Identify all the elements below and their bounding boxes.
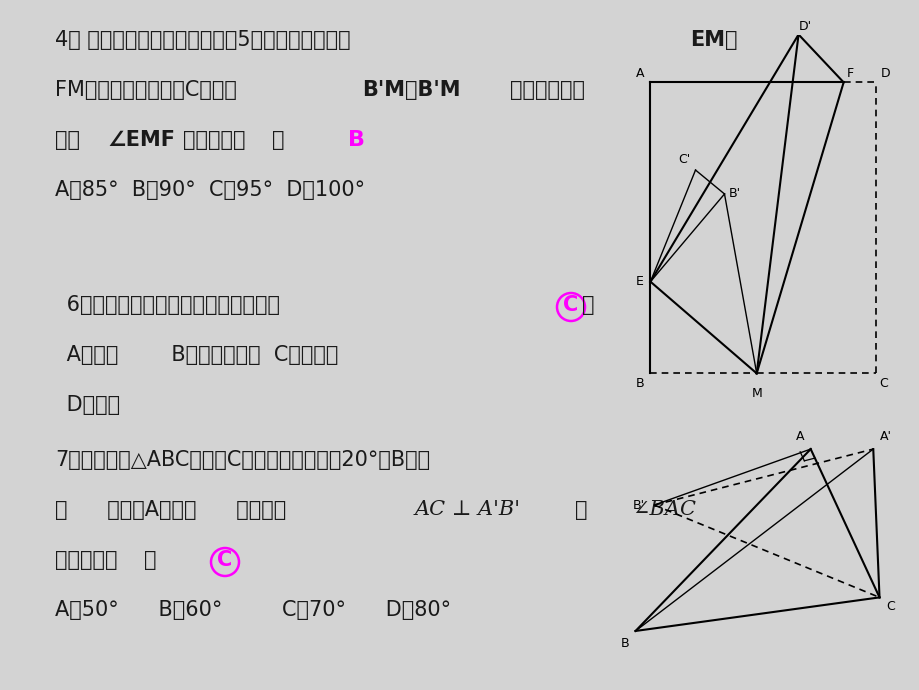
Text: FM为折痕，折叠后的C点落在: FM为折痕，折叠后的C点落在 — [55, 80, 236, 100]
Text: C: C — [217, 550, 232, 570]
Text: A．85°  B．90°  C．95°  D．100°: A．85° B．90° C．95° D．100° — [55, 180, 365, 200]
Text: AC ⊥ A'B': AC ⊥ A'B' — [414, 500, 520, 519]
Text: 的度数是（    ）: 的度数是（ ） — [55, 550, 156, 570]
Text: F: F — [846, 68, 853, 80]
Text: A: A — [635, 68, 643, 80]
Text: C: C — [562, 295, 578, 315]
Text: 6．下列图形中对称轴条数最多的是（: 6．下列图形中对称轴条数最多的是（ — [60, 295, 279, 315]
Text: 在      位置，A点落在      位置，若: 在 位置，A点落在 位置，若 — [55, 500, 286, 520]
Text: C': C' — [677, 153, 690, 166]
Text: 那么: 那么 — [55, 130, 80, 150]
Text: A．50°      B．60°         C．70°      D．80°: A．50° B．60° C．70° D．80° — [55, 600, 450, 620]
Text: A': A' — [879, 431, 891, 444]
Text: ∠EMF: ∠EMF — [107, 130, 175, 150]
Text: 4、 把一张长方形的纸片按如图5所示的方式折叠，: 4、 把一张长方形的纸片按如图5所示的方式折叠， — [55, 30, 350, 50]
Text: 的度数是（    ）: 的度数是（ ） — [183, 130, 284, 150]
Text: EM、: EM、 — [689, 30, 737, 50]
Text: D': D' — [798, 19, 811, 32]
Text: 的延长线上，: 的延长线上， — [509, 80, 584, 100]
Text: B: B — [347, 130, 365, 150]
Text: ）: ） — [582, 295, 594, 315]
Text: B'M或B'M: B'M或B'M — [361, 80, 460, 100]
Text: C: C — [879, 377, 887, 391]
Text: B: B — [635, 377, 643, 391]
Text: D: D — [879, 68, 890, 80]
Text: 则: 则 — [574, 500, 587, 520]
Text: B: B — [620, 637, 629, 649]
Text: A．线段        B．等边三角形  C．正方形: A．线段 B．等边三角形 C．正方形 — [60, 345, 338, 365]
Text: C: C — [885, 600, 893, 613]
Text: B': B' — [632, 499, 644, 511]
Text: A: A — [795, 431, 803, 444]
Text: M: M — [751, 387, 761, 400]
Text: ∠BAC: ∠BAC — [631, 500, 696, 519]
Text: D．钝角: D．钝角 — [60, 395, 120, 415]
Text: B': B' — [728, 188, 740, 201]
Text: E: E — [635, 275, 643, 288]
Text: 7．如图，将△ABC绕着点C按顺时针方向旋转20°，B点落: 7．如图，将△ABC绕着点C按顺时针方向旋转20°，B点落 — [55, 450, 430, 470]
